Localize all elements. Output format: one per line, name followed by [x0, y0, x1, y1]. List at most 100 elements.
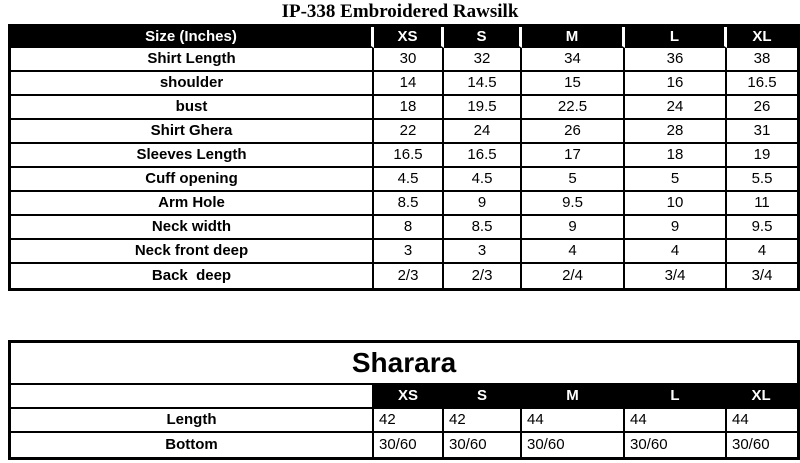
row-label: Bottom: [11, 433, 374, 457]
value-cell: 5.5: [727, 168, 797, 192]
column-header-m: M: [522, 27, 625, 48]
table-row: Back deep 2/3 2/3 2/4 3/4 3/4: [11, 264, 797, 288]
row-label: bust: [11, 96, 374, 120]
value-cell: 9.5: [727, 216, 797, 240]
page-title: IP-338 Embroidered Rawsilk: [281, 1, 519, 22]
value-cell: 38: [727, 48, 797, 72]
value-cell: 14.5: [444, 72, 522, 96]
value-cell: 18: [374, 96, 444, 120]
size-chart-table: Size (Inches) XS S M L XL Shirt Length 30…: [8, 24, 800, 291]
table-row: Sleeves Length 16.5 16.5 17 18 19: [11, 144, 797, 168]
value-cell: 4: [522, 240, 625, 264]
row-label: Neck width: [11, 216, 374, 240]
value-cell: 11: [727, 192, 797, 216]
value-cell: 2/3: [374, 264, 444, 288]
size-chart-header-label: Size (Inches): [11, 27, 374, 48]
value-cell: 10: [625, 192, 727, 216]
column-header-xs: XS: [374, 27, 444, 48]
table-row: Shirt Length 30 32 34 36 38: [11, 48, 797, 72]
column-header-xl: XL: [727, 27, 797, 48]
value-cell: 30/60: [625, 433, 727, 457]
value-cell: 3/4: [625, 264, 727, 288]
value-cell: 8: [374, 216, 444, 240]
value-cell: 19.5: [444, 96, 522, 120]
value-cell: 16.5: [727, 72, 797, 96]
value-cell: 9: [625, 216, 727, 240]
value-cell: 2/4: [522, 264, 625, 288]
value-cell: 42: [444, 409, 522, 433]
row-label: Shirt Length: [11, 48, 374, 72]
value-cell: 2/3: [444, 264, 522, 288]
value-cell: 9.5: [522, 192, 625, 216]
value-cell: 34: [522, 48, 625, 72]
row-label: Length: [11, 409, 374, 433]
value-cell: 22.5: [522, 96, 625, 120]
value-cell: 8.5: [374, 192, 444, 216]
value-cell: 44: [522, 409, 625, 433]
value-cell: 30/60: [522, 433, 625, 457]
value-cell: 26: [727, 96, 797, 120]
value-cell: 31: [727, 120, 797, 144]
value-cell: 36: [625, 48, 727, 72]
sharara-table: Sharara XS S M L XL Length 42 42 44 44 44 Bott…: [8, 340, 800, 460]
value-cell: 16: [625, 72, 727, 96]
sharara-header-blank: [11, 385, 374, 409]
value-cell: 16.5: [444, 144, 522, 168]
value-cell: 5: [522, 168, 625, 192]
table-row: Neck width 8 8.5 9 9 9.5: [11, 216, 797, 240]
sharara-column-header-m: M: [522, 385, 625, 409]
value-cell: 17: [522, 144, 625, 168]
value-cell: 19: [727, 144, 797, 168]
table-row: Bottom 30/60 30/60 30/60 30/60 30/60: [11, 433, 797, 457]
value-cell: 28: [625, 120, 727, 144]
value-cell: 5: [625, 168, 727, 192]
row-label: Arm Hole: [11, 192, 374, 216]
row-label: Back deep: [11, 264, 374, 288]
sharara-title-row: Sharara: [11, 343, 798, 385]
value-cell: 15: [522, 72, 625, 96]
table-row: Length 42 42 44 44 44: [11, 409, 798, 433]
value-cell: 3/4: [751, 267, 773, 284]
row-label: Shirt Ghera: [11, 120, 374, 144]
value-cell: 14: [374, 72, 444, 96]
size-chart-header-row: Size (Inches) XS S M L XL: [11, 27, 797, 48]
value-cell: 30/60: [374, 433, 444, 457]
value-cell: 9: [444, 192, 522, 216]
value-cell: 42: [374, 409, 444, 433]
value-cell: 24: [625, 96, 727, 120]
value-cell: 24: [444, 120, 522, 144]
value-cell: 22: [374, 120, 444, 144]
row-label: Sleeves Length: [11, 144, 374, 168]
sharara-column-header-s: S: [444, 385, 522, 409]
value-cell: 4.5: [374, 168, 444, 192]
sharara-column-header-xl: XL: [727, 385, 798, 409]
sharara-column-header-xs: XS: [374, 385, 444, 409]
column-header-s: S: [444, 27, 522, 48]
value-cell: 30: [374, 48, 444, 72]
value-cell: 3: [374, 240, 444, 264]
value-cell: 44: [727, 409, 798, 433]
row-label: Neck front deep: [11, 240, 374, 264]
value-cell: 16.5: [374, 144, 444, 168]
table-row: bust 18 19.5 22.5 24 26: [11, 96, 797, 120]
table-row: Neck front deep 3 3 4 4 4: [11, 240, 797, 264]
value-cell: 18: [625, 144, 727, 168]
value-cell: 9: [522, 216, 625, 240]
row-label: shoulder: [11, 72, 374, 96]
value-cell: 4: [625, 240, 727, 264]
value-cell: 8.5: [444, 216, 522, 240]
table-row: Shirt Ghera 22 24 26 28 31: [11, 120, 797, 144]
sharara-header-row: XS S M L XL: [11, 385, 798, 409]
row-label: Cuff opening: [11, 168, 374, 192]
value-cell: 30/60: [732, 436, 770, 453]
sharara-title: Sharara: [11, 343, 798, 385]
sharara-column-header-l: L: [625, 385, 727, 409]
value-cell: 44: [625, 409, 727, 433]
value-cell: 4.5: [444, 168, 522, 192]
value-cell: 30/60: [444, 433, 522, 457]
value-cell: 32: [444, 48, 522, 72]
value-cell: 3: [444, 240, 522, 264]
value-cell: 26: [522, 120, 625, 144]
column-header-l: L: [625, 27, 727, 48]
table-row: shoulder 14 14.5 15 16 16.5: [11, 72, 797, 96]
